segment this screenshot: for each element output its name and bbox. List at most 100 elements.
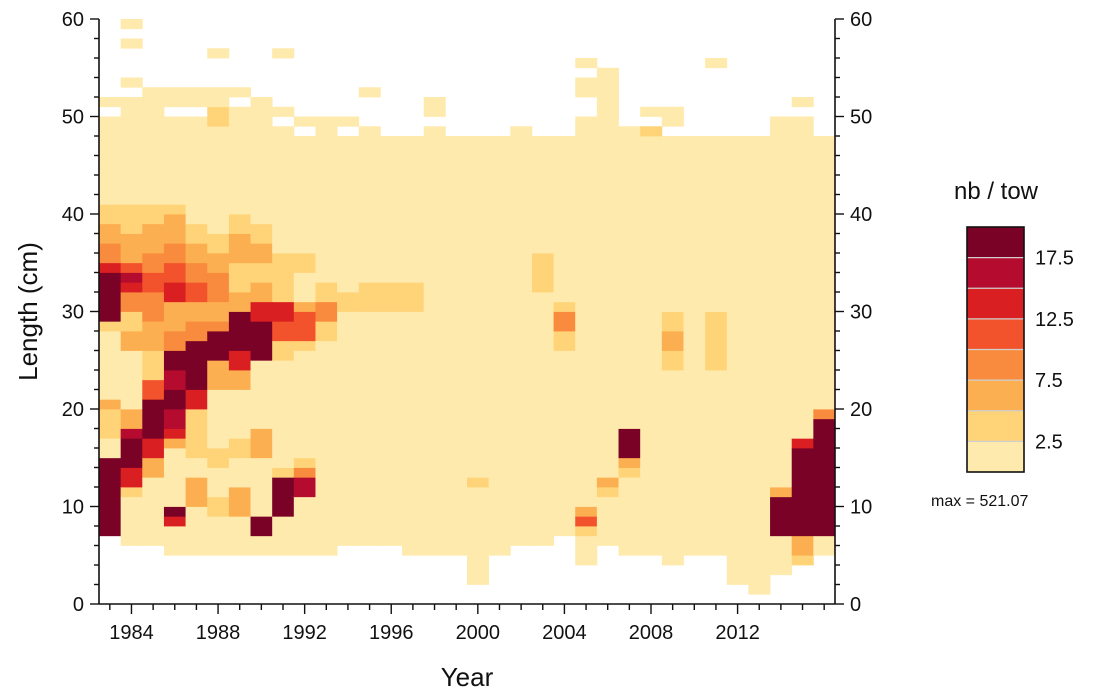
heatmap-cell (99, 409, 122, 439)
heatmap-cell (99, 243, 122, 264)
y-tick-label-right: 20 (850, 399, 872, 421)
heatmap-cell (553, 292, 576, 303)
heatmap-cell (467, 487, 490, 585)
heatmap-cell (185, 457, 208, 478)
x-tick-label: 2008 (629, 622, 674, 644)
heatmap-cell (705, 370, 728, 556)
legend-swatch (967, 288, 1024, 320)
heatmap-cell (120, 77, 143, 88)
heatmap-cell (791, 116, 814, 137)
heatmap-cell (293, 457, 316, 468)
heatmap-cell (315, 340, 338, 556)
heatmap-cell (120, 204, 143, 234)
heatmap-cell (510, 136, 533, 546)
heatmap-cell (770, 496, 793, 537)
heatmap-cell (207, 448, 230, 468)
legend-swatch (967, 257, 1024, 289)
heatmap-cell (791, 448, 814, 537)
heatmap-cell (661, 370, 684, 566)
heatmap-cell (575, 516, 598, 527)
heatmap-cell (207, 516, 230, 556)
heatmap-cell (163, 262, 186, 283)
legend-tick-label: 17.5 (1035, 248, 1074, 270)
heatmap-cell (250, 457, 273, 517)
heatmap-cell (250, 360, 273, 429)
heatmap-cell (640, 106, 663, 117)
heatmap-cell (293, 496, 316, 556)
heatmap-cell (531, 253, 554, 293)
heatmap-cell (99, 321, 122, 332)
heatmap-cell (272, 253, 295, 283)
heatmap-cell (596, 477, 619, 488)
heatmap-cell (791, 136, 814, 439)
heatmap-cell (120, 467, 143, 488)
heatmap-cell (618, 126, 641, 429)
heatmap-cell (99, 223, 122, 244)
heatmap-cell (272, 438, 295, 468)
heatmap-cell (120, 233, 143, 264)
heatmap-cell (618, 467, 641, 478)
heatmap-cell (661, 106, 684, 127)
heatmap-cell (575, 535, 598, 566)
heatmap-cell (207, 253, 230, 273)
heatmap-cell (228, 87, 251, 98)
heatmap-cell (596, 487, 619, 498)
heatmap-cell (467, 477, 490, 488)
heatmap-cell (553, 311, 576, 332)
heatmap-cell (163, 428, 186, 439)
heatmap-cell (142, 272, 165, 293)
heatmap-cell (120, 428, 143, 439)
heatmap-cell (683, 145, 706, 156)
heatmap-cell (272, 301, 295, 322)
heatmap-cell (272, 340, 295, 361)
heatmap-cell (293, 350, 316, 459)
heatmap-cell (337, 311, 360, 546)
heatmap-cell (293, 272, 316, 303)
heatmap-cell (207, 301, 230, 322)
heatmap-cell (99, 438, 122, 459)
heatmap-cell (163, 301, 186, 332)
legend-title: nb / tow (954, 178, 1039, 205)
legend-swatch (967, 318, 1024, 350)
heatmap-cell (358, 282, 381, 312)
heatmap-cell (813, 418, 836, 537)
heatmap-cell (120, 262, 143, 273)
heatmap-cell (250, 282, 273, 303)
heatmap-cell (99, 506, 122, 537)
heatmap-cell (185, 116, 208, 225)
heatmap-cell (120, 331, 143, 351)
heatmap-cell (120, 496, 143, 546)
x-tick-label: 1992 (282, 622, 327, 644)
heatmap-cell (163, 350, 186, 371)
heatmap-cell (575, 136, 598, 507)
heatmap-cell (770, 535, 793, 576)
y-tick-label-left: 30 (62, 302, 84, 324)
legend-tick-label: 7.5 (1035, 370, 1063, 392)
heatmap-cell (163, 438, 186, 449)
heatmap-cell (120, 487, 143, 498)
heatmap-cell (207, 233, 230, 254)
heatmap-cell (575, 77, 598, 98)
heatmap-cell (358, 126, 381, 283)
heatmap-cell (596, 67, 619, 98)
heatmap-cell (553, 350, 576, 537)
heatmap-cell (770, 116, 793, 137)
heatmap-cell (99, 204, 122, 225)
heatmap-cell (770, 136, 793, 488)
heatmap-cell (272, 126, 295, 254)
x-tick-label: 1984 (109, 622, 154, 644)
heatmap-cell (250, 301, 273, 322)
heatmap-cell (250, 516, 273, 537)
heatmap-cell (185, 477, 208, 507)
heatmap-cell (510, 126, 533, 137)
y-tick-label-right: 0 (850, 594, 861, 616)
heatmap-cell (163, 370, 186, 390)
heatmap-cell (207, 496, 230, 517)
heatmap-cell (228, 311, 251, 351)
heatmap-cell (228, 292, 251, 312)
heatmap-cell (726, 535, 749, 585)
heatmap-cell (120, 97, 143, 205)
heatmap-cell (163, 506, 186, 517)
heatmap-cell (683, 136, 706, 147)
